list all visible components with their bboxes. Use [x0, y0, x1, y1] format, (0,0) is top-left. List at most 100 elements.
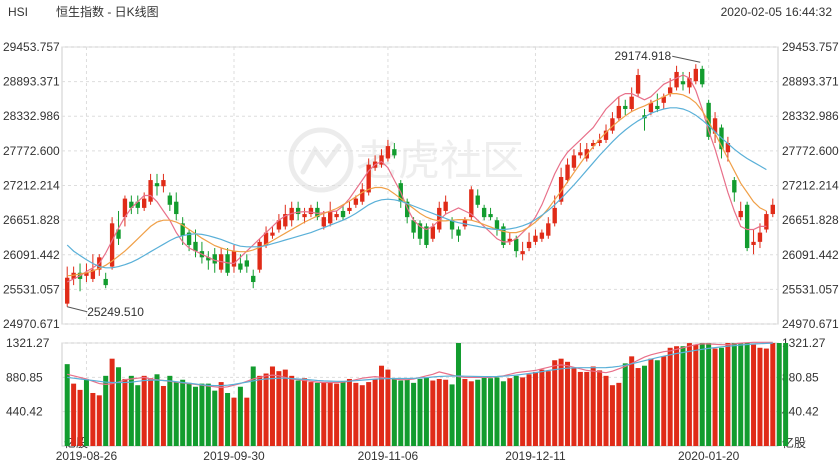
- volume-bar: [340, 381, 346, 446]
- price-ma10-line: [67, 92, 767, 277]
- candle-body: [443, 201, 448, 211]
- candle-body: [353, 198, 359, 205]
- volume-bar: [96, 395, 102, 446]
- volume-bars: [64, 343, 789, 446]
- volume-bar: [180, 379, 186, 446]
- volume-bar: [783, 343, 789, 446]
- volume-bar: [379, 365, 385, 446]
- candle-body: [680, 81, 686, 85]
- volume-bar: [616, 382, 622, 446]
- candle-body: [661, 96, 666, 103]
- candle-body: [501, 226, 506, 245]
- price-tick-label-right: 25531.057: [782, 282, 839, 296]
- candle-body: [610, 118, 615, 131]
- volume-bar: [443, 379, 449, 446]
- volume-bar: [449, 384, 455, 446]
- volume-bar: [430, 380, 436, 446]
- volume-bar: [558, 358, 564, 446]
- price-tick-label-left: 28893.371: [3, 75, 60, 89]
- candle-body: [366, 164, 371, 193]
- candle-body: [693, 68, 699, 82]
- volume-bar: [122, 378, 128, 446]
- volume-bar: [244, 397, 250, 446]
- price-tick-label-right: 24970.671: [782, 317, 839, 331]
- volume-bar: [327, 382, 333, 446]
- price-tick-label-left: 26651.828: [3, 213, 60, 227]
- price-tick-label-right: 27212.214: [782, 179, 839, 193]
- candle-body: [725, 143, 731, 153]
- volume-bar: [609, 385, 615, 446]
- candle-body: [764, 214, 769, 230]
- date-axis: 2019-08-26 2019-09-30 2019-11-06 2019-12-11…: [56, 449, 740, 463]
- price-tick-label-right: 29453.757: [782, 40, 839, 54]
- price-tick-label-left: 25531.057: [3, 282, 60, 296]
- price-tick-label-right: 28332.986: [782, 109, 839, 123]
- volume-bar: [257, 375, 263, 446]
- volume-bar: [116, 367, 122, 446]
- volume-bar: [712, 348, 718, 446]
- volume-bar: [372, 378, 378, 446]
- high-annotation: 29174.918: [614, 49, 701, 63]
- candle-body: [738, 210, 743, 218]
- candle-body: [558, 176, 564, 202]
- candle-body: [571, 155, 577, 168]
- volume-bar: [225, 392, 231, 446]
- candle-body: [591, 143, 596, 147]
- volume-bar: [231, 397, 237, 446]
- date-tick-label: 2019-09-30: [203, 449, 265, 463]
- candle-body: [174, 201, 179, 215]
- volume-bar: [385, 369, 391, 446]
- volume-bar: [359, 385, 365, 446]
- volume-bar: [642, 365, 648, 446]
- candle-body: [494, 220, 500, 230]
- volume-bar: [391, 378, 397, 446]
- high-annotation-leader: [672, 55, 701, 63]
- candle-body: [732, 180, 737, 193]
- price-ma5-line: [66, 74, 767, 283]
- candle-body: [469, 189, 474, 218]
- volume-bar: [212, 390, 218, 446]
- volume-bar: [199, 383, 205, 446]
- candle-body: [744, 204, 750, 249]
- chart-title: 恒生指数 - 日K线图: [56, 4, 159, 19]
- volume-bar: [302, 378, 308, 446]
- volume-bar: [706, 343, 712, 446]
- candle-body: [507, 238, 512, 242]
- price-tick-label-left: 29453.757: [3, 40, 60, 54]
- volume-bar: [173, 382, 179, 446]
- price-tick-label-right: 26651.828: [782, 213, 839, 227]
- candle-body: [385, 146, 391, 159]
- candle-body: [154, 183, 160, 187]
- volume-bar: [738, 343, 744, 446]
- price-tick-label-left: 27772.600: [3, 144, 60, 158]
- low-annotation-label: 25249.510: [87, 305, 144, 319]
- candle-body: [430, 226, 436, 239]
- candle-body: [84, 272, 89, 276]
- volume-bar: [603, 375, 609, 446]
- volume-bar: [699, 343, 705, 446]
- candle-body: [700, 68, 705, 85]
- volume-bar: [295, 380, 301, 446]
- volume-bar: [757, 347, 763, 446]
- date-tick-label: 2019-11-06: [358, 449, 419, 463]
- high-annotation-label: 29174.918: [614, 49, 671, 63]
- volume-bar: [128, 375, 134, 446]
- volume-bar: [635, 368, 641, 446]
- volume-bar: [597, 370, 603, 446]
- candle-body: [135, 201, 140, 208]
- candle-body: [251, 275, 256, 283]
- candle-body: [193, 241, 198, 252]
- volume-bar: [321, 382, 327, 446]
- volume-bar: [77, 389, 83, 446]
- candle-body: [276, 220, 282, 230]
- volume-bar: [314, 382, 320, 446]
- candle-body: [475, 195, 480, 205]
- candle-body: [751, 241, 756, 245]
- watermark: 老虎社区: [288, 127, 524, 193]
- volume-bar: [160, 385, 166, 446]
- volume-bar: [731, 343, 737, 446]
- volume-bar: [507, 378, 513, 446]
- volume-bar: [674, 346, 680, 446]
- date-tick-label: 2019-12-11: [505, 449, 566, 463]
- volume-tick-label-right: 440.42: [782, 405, 819, 419]
